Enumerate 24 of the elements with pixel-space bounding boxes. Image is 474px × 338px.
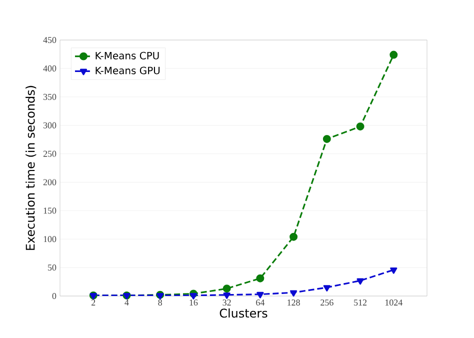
x-tick-label: 128 (288, 300, 300, 306)
y-tick-label: 350 (43, 94, 56, 100)
x-tick-label: 2 (92, 300, 96, 306)
y-axis-title: Execution time (in seconds) (26, 86, 36, 250)
x-tick-label: 8 (158, 300, 162, 306)
x-tick-label: 512 (354, 300, 366, 306)
x-tick-label: 256 (320, 300, 334, 306)
y-tick-label: 400 (43, 65, 56, 72)
y-tick-label: 0 (52, 292, 56, 300)
y-tick-label: 200 (43, 179, 56, 186)
y-tick-label: 300 (43, 122, 56, 128)
y-tick-label: 150 (44, 208, 56, 214)
x-axis-title: Clusters (220, 308, 268, 318)
y-tick-label: 100 (44, 236, 56, 242)
x-tick-label: 32 (222, 300, 231, 306)
x-tick-label: 1024 (385, 300, 402, 306)
x-tick-label: 4 (124, 300, 129, 306)
legend-label: K-Means CPU (96, 52, 159, 60)
y-tick-label: 50 (48, 264, 56, 271)
y-tick-label: 450 (43, 36, 56, 44)
x-tick-label: 16 (190, 300, 198, 306)
legend-label: K-Means GPU (96, 66, 160, 74)
y-tick-label: 250 (43, 150, 56, 157)
x-tick-label: 64 (256, 300, 265, 306)
